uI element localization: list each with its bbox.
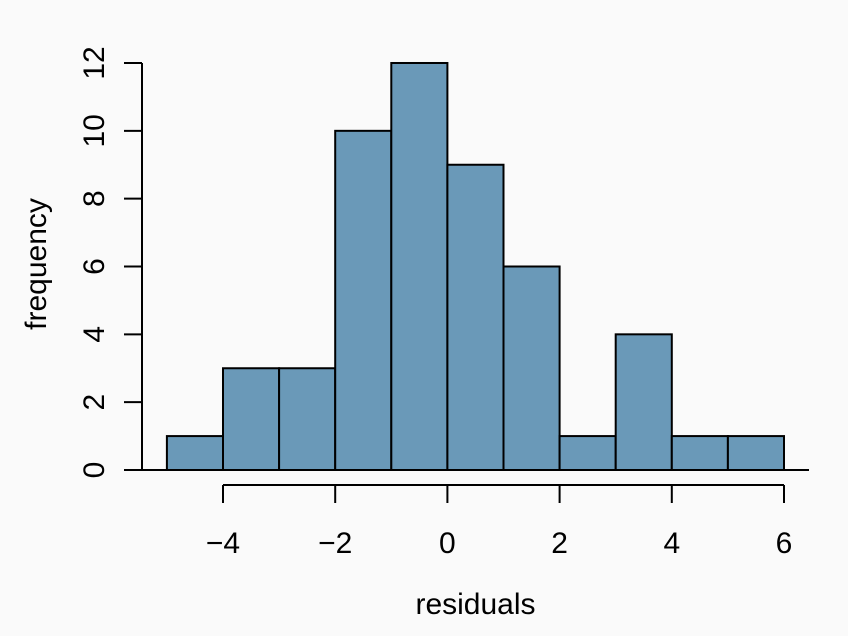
histogram-bar: [502, 265, 561, 471]
x-tick-label: −2: [318, 527, 352, 560]
histogram-bar: [390, 61, 449, 471]
y-tick-label: 12: [78, 46, 111, 79]
y-tick-label: 4: [78, 326, 111, 343]
histogram-bar: [334, 129, 393, 472]
y-axis-title: frequency: [20, 198, 53, 330]
y-tick-label: 10: [78, 114, 111, 147]
histogram-bar: [278, 367, 337, 471]
y-tick-label: 8: [78, 190, 111, 207]
histogram-bars: [165, 61, 786, 472]
x-axis: −4 −2 0 2 4 6: [206, 484, 793, 560]
histogram-bar: [558, 435, 617, 472]
histogram-bar: [446, 163, 505, 471]
histogram-bar: [726, 435, 786, 472]
y-tick-label: 2: [78, 394, 111, 411]
histogram-bar: [614, 333, 673, 471]
histogram-bar: [670, 435, 729, 472]
x-axis-title: residuals: [415, 588, 535, 621]
y-axis: 0 2 4 6 8 10 12: [78, 46, 143, 479]
y-tick-label: 6: [78, 258, 111, 275]
x-tick-label: 0: [439, 527, 456, 560]
x-tick-label: 6: [776, 527, 793, 560]
y-tick-label: 0: [78, 462, 111, 479]
x-tick-label: −4: [206, 527, 240, 560]
x-tick-label: 2: [551, 527, 568, 560]
histogram-bar: [222, 367, 281, 471]
histogram-bar: [165, 435, 224, 472]
x-tick-label: 4: [663, 527, 680, 560]
